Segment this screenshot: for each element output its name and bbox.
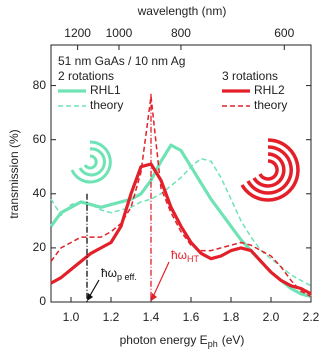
legend-group-title: 2 rotations: [58, 69, 114, 83]
series-line: [50, 162, 312, 296]
legend-label: theory: [254, 98, 287, 112]
x-tick-label: 2.0: [263, 310, 280, 324]
x-label-text: photon energy E: [120, 333, 208, 347]
x2-axis-label: wavelength (nm): [137, 4, 227, 18]
y-tick-label: 80: [33, 78, 47, 92]
marker-label-sub: HT: [187, 254, 199, 264]
legend-label: RHL1: [90, 83, 121, 97]
annotation: 51 nm GaAs / 10 nm Ag: [58, 54, 185, 68]
green-spiral: [70, 140, 112, 184]
marker-label-sub: p eff.: [117, 272, 137, 282]
series-line: [50, 95, 312, 298]
x2-tick-label: 1200: [64, 26, 91, 40]
x-label-sub: ph: [208, 339, 218, 349]
legend-label: theory: [90, 98, 123, 112]
y-tick-label: 0: [39, 294, 46, 308]
x-tick-label: 1.4: [143, 310, 160, 324]
x2-tick-label: 1000: [106, 26, 133, 40]
y-axis-label: transmission (%): [7, 129, 21, 218]
y-tick-label: 40: [33, 186, 47, 200]
x-label-unit: (eV): [222, 333, 245, 347]
series-line: [50, 157, 312, 287]
x-tick-label: 1.0: [63, 310, 80, 324]
marker-arrowhead: [87, 293, 93, 301]
marker-label-main: ħω: [171, 248, 187, 262]
x-tick-label: 1.2: [103, 310, 120, 324]
legend-label: RHL2: [254, 83, 285, 97]
spiral: [70, 140, 112, 184]
y-tick-label: 60: [33, 132, 47, 146]
marker-arrow: [151, 261, 170, 300]
x-axis-label: photon energy Eph (eV): [120, 333, 245, 349]
y-tick-label: 20: [33, 240, 47, 254]
marker-label-main: ħω: [101, 266, 117, 280]
x-tick-label: 2.2: [303, 310, 320, 324]
x2-tick-label: 600: [274, 26, 294, 40]
marker-arrowhead: [151, 293, 157, 301]
marker-label: ħωp eff.: [101, 266, 137, 282]
x-tick-label: 1.8: [223, 310, 240, 324]
red-spiral: [240, 138, 300, 202]
marker-label: ħωHT: [171, 248, 200, 264]
legend-group-title: 3 rotations: [222, 69, 278, 83]
x2-tick-label: 800: [171, 26, 191, 40]
x-tick-label: 1.6: [183, 310, 200, 324]
spiral: [240, 138, 300, 202]
